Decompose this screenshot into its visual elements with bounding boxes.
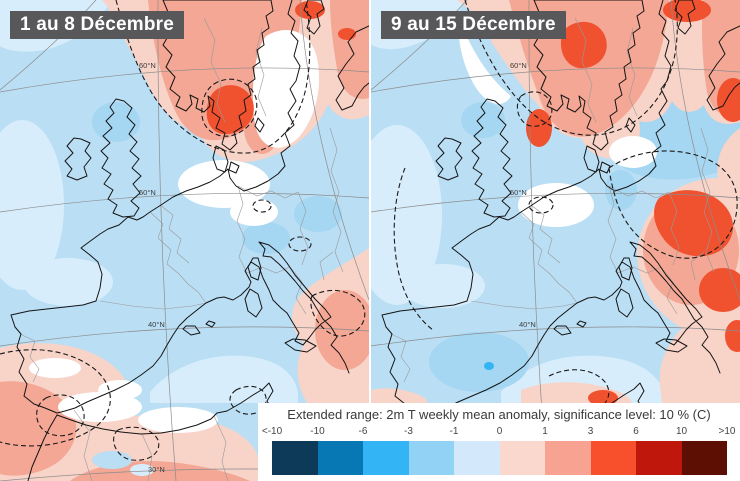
legend-tick: -10	[310, 426, 325, 437]
legend-swatch	[408, 441, 454, 475]
week2-label-chip: 9 au 15 Décembre	[381, 11, 566, 39]
legend-tick: 0	[496, 426, 503, 437]
legend-swatch	[681, 441, 727, 475]
week1-label: 1 au 8 Décembre	[20, 14, 175, 35]
legend-tick: <-10	[261, 426, 283, 437]
legend-ticks: <-10 -10 -6 -3 -1 0 1 3 6 10 >10	[258, 426, 740, 439]
legend: Extended range: 2m T weekly mean anomaly…	[258, 403, 740, 481]
legend-swatch	[454, 441, 500, 475]
legend-swatch	[499, 441, 545, 475]
anomaly-field-week1	[0, 0, 369, 481]
significance-contours-week2	[393, 0, 738, 404]
legend-tick: 3	[587, 426, 594, 437]
legend-tick: 6	[633, 426, 639, 437]
week1-label-chip: 1 au 8 Décembre	[10, 11, 185, 39]
significance-contours-week1	[0, 0, 366, 461]
legend-tick: -1	[449, 426, 459, 437]
legend-tick: -3	[404, 426, 413, 437]
legend-swatch	[272, 441, 318, 475]
legend-tick: 1	[542, 426, 548, 437]
week2-label: 9 au 15 Décembre	[391, 14, 556, 35]
legend-tick: >10	[718, 426, 736, 437]
legend-swatch	[636, 441, 682, 475]
legend-tick: 10	[675, 426, 688, 437]
map-panel-week2	[371, 0, 740, 481]
anomaly-field-week2	[371, 0, 740, 481]
legend-swatch	[363, 441, 409, 475]
legend-swatch	[590, 441, 636, 475]
legend-swatch	[317, 441, 363, 475]
legend-tick: -6	[358, 426, 368, 437]
legend-swatches	[272, 441, 727, 475]
legend-title: Extended range: 2m T weekly mean anomaly…	[287, 407, 711, 422]
legend-swatch	[545, 441, 591, 475]
map-panel-week1: 60°N 50°N 40°N 30°N	[0, 0, 369, 481]
